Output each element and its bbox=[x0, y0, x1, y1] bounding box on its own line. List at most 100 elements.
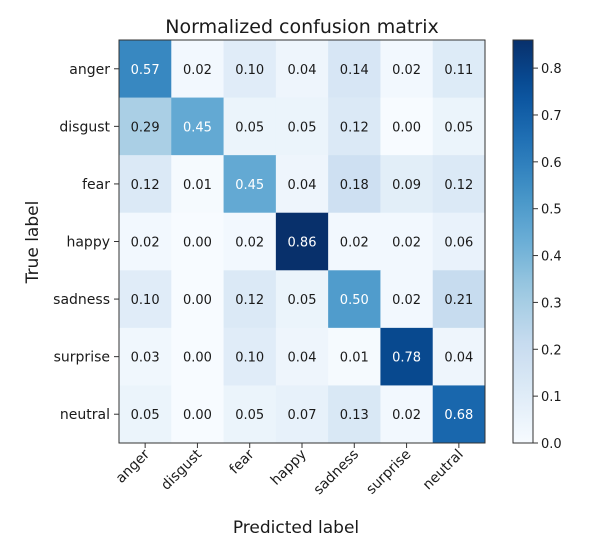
cell-value-label: 0.04 bbox=[288, 178, 317, 193]
cell-value-label: 0.04 bbox=[288, 63, 317, 78]
cell-value-label: 0.06 bbox=[444, 236, 473, 251]
cell-value-label: 0.02 bbox=[392, 293, 421, 308]
x-tick-label: neutral bbox=[420, 447, 467, 494]
heatmap-cell-surprise-fear bbox=[223, 327, 277, 386]
heatmap-cell-neutral-sadness bbox=[328, 385, 381, 444]
cell-value-label: 0.78 bbox=[392, 351, 421, 366]
colorbar-tick-label: 0.5 bbox=[541, 203, 562, 218]
heatmap-cell-disgust-surprise bbox=[380, 97, 434, 156]
x-tick-label: surprise bbox=[363, 447, 414, 498]
heatmap-cell-neutral-anger bbox=[119, 385, 172, 444]
y-tick-label: fear bbox=[82, 177, 110, 193]
cell-value-label: 0.01 bbox=[340, 351, 369, 366]
heatmap-cell-happy-disgust bbox=[171, 212, 225, 271]
heatmap-cell-fear-fear bbox=[223, 155, 277, 214]
heatmap-cell-disgust-disgust bbox=[171, 97, 225, 156]
heatmap-cell-disgust-anger bbox=[119, 97, 172, 156]
heatmap-cell-anger-disgust bbox=[171, 40, 225, 99]
colorbar-tick-label: 0.3 bbox=[541, 296, 562, 311]
heatmap-cell-sadness-sadness bbox=[328, 270, 381, 329]
cell-value-label: 0.02 bbox=[235, 236, 264, 251]
heatmap-cell-neutral-surprise bbox=[380, 385, 434, 444]
cell-value-label: 0.02 bbox=[340, 236, 369, 251]
heatmap-cell-sadness-disgust bbox=[171, 270, 225, 329]
heatmap-cell-surprise-neutral bbox=[432, 327, 486, 386]
cell-value-label: 0.07 bbox=[288, 408, 317, 423]
cell-value-label: 0.05 bbox=[288, 120, 317, 135]
heatmap-cell-happy-happy bbox=[275, 212, 329, 271]
cell-value-label: 0.12 bbox=[131, 178, 160, 193]
cell-value-label: 0.09 bbox=[392, 178, 421, 193]
cell-value-label: 0.10 bbox=[235, 351, 264, 366]
heatmap-cell-neutral-disgust bbox=[171, 385, 225, 444]
heatmap-cell-disgust-neutral bbox=[432, 97, 486, 156]
heatmap-cell-sadness-happy bbox=[275, 270, 329, 329]
x-tick-label: fear bbox=[227, 446, 258, 477]
cell-value-label: 0.29 bbox=[131, 120, 160, 135]
cell-value-label: 0.12 bbox=[444, 178, 473, 193]
heatmap-cell-anger-sadness bbox=[328, 40, 381, 99]
heatmap-cell-surprise-sadness bbox=[328, 327, 381, 386]
colorbar-tick-label: 0.8 bbox=[541, 62, 562, 77]
x-tick-label: disgust bbox=[158, 446, 205, 493]
heatmap-cell-disgust-sadness bbox=[328, 97, 381, 156]
cell-value-label: 0.05 bbox=[131, 408, 160, 423]
colorbar-ticks: 0.0 0.1 0.2 0.3 0.4 0.5 0.6 0.7 0.8 bbox=[533, 62, 562, 452]
cell-value-label: 0.00 bbox=[183, 236, 212, 251]
heatmap-cell-happy-surprise bbox=[380, 212, 434, 271]
cell-value-label: 0.12 bbox=[235, 293, 264, 308]
heatmap-cell-surprise-happy bbox=[275, 327, 329, 386]
x-tick-label: happy bbox=[268, 447, 310, 489]
heatmap-cell-fear-disgust bbox=[171, 155, 225, 214]
cell-value-label: 0.57 bbox=[131, 63, 160, 78]
heatmap-cell-surprise-anger bbox=[119, 327, 172, 386]
cell-value-label: 0.00 bbox=[183, 351, 212, 366]
heatmap-cell-surprise-surprise bbox=[380, 327, 434, 386]
colorbar-tick-label: 0.1 bbox=[541, 390, 562, 405]
cell-value-label: 0.45 bbox=[235, 178, 264, 193]
heatmap-cell-disgust-fear bbox=[223, 97, 277, 156]
cell-value-label: 0.18 bbox=[340, 178, 369, 193]
y-tick-label: sadness bbox=[53, 292, 110, 308]
cell-value-label: 0.10 bbox=[131, 293, 160, 308]
heatmap-cell-fear-neutral bbox=[432, 155, 486, 214]
y-tick-label: anger bbox=[69, 62, 110, 78]
heatmap-cell-sadness-surprise bbox=[380, 270, 434, 329]
heatmap-cell-neutral-happy bbox=[275, 385, 329, 444]
cell-value-label: 0.05 bbox=[288, 293, 317, 308]
cell-value-label: 0.14 bbox=[340, 63, 369, 78]
heatmap-cell-fear-happy bbox=[275, 155, 329, 214]
y-axis-title: True label bbox=[23, 201, 43, 285]
heatmap-cell-disgust-happy bbox=[275, 97, 329, 156]
heatmap-cell-neutral-neutral bbox=[432, 385, 486, 444]
colorbar-tick-label: 0.6 bbox=[541, 156, 562, 171]
y-tick-label: neutral bbox=[60, 407, 110, 423]
cell-value-label: 0.05 bbox=[235, 120, 264, 135]
chart-title: Normalized confusion matrix bbox=[165, 16, 438, 38]
cell-value-label: 0.05 bbox=[444, 120, 473, 135]
heatmap-cell-happy-neutral bbox=[432, 212, 486, 271]
cell-value-label: 0.45 bbox=[183, 120, 212, 135]
colorbar-tick-label: 0.0 bbox=[541, 437, 562, 452]
cell-value-label: 0.02 bbox=[183, 63, 212, 78]
heatmap-value-labels: 0.57 0.02 0.10 0.04 0.14 0.02 0.11 0.29 0.45 0.05… bbox=[131, 63, 474, 423]
heatmap-cell-anger-happy bbox=[275, 40, 329, 99]
cell-value-label: 0.02 bbox=[392, 408, 421, 423]
heatmap-cell-sadness-fear bbox=[223, 270, 277, 329]
heatmap-cells bbox=[119, 40, 486, 444]
heatmap-cell-fear-sadness bbox=[328, 155, 381, 214]
cell-value-label: 0.03 bbox=[131, 351, 160, 366]
cell-value-label: 0.01 bbox=[183, 178, 212, 193]
cell-value-label: 0.10 bbox=[235, 63, 264, 78]
heatmap-cell-happy-sadness bbox=[328, 212, 381, 271]
heatmap-cell-anger-surprise bbox=[380, 40, 434, 99]
heatmap-cell-surprise-disgust bbox=[171, 327, 225, 386]
colorbar-tick-label: 0.4 bbox=[541, 250, 562, 265]
y-tick-label: happy bbox=[66, 235, 110, 251]
cell-value-label: 0.68 bbox=[444, 408, 473, 423]
cell-value-label: 0.00 bbox=[183, 293, 212, 308]
cell-value-label: 0.00 bbox=[392, 120, 421, 135]
cell-value-label: 0.00 bbox=[183, 408, 212, 423]
heatmap-cell-fear-anger bbox=[119, 155, 172, 214]
